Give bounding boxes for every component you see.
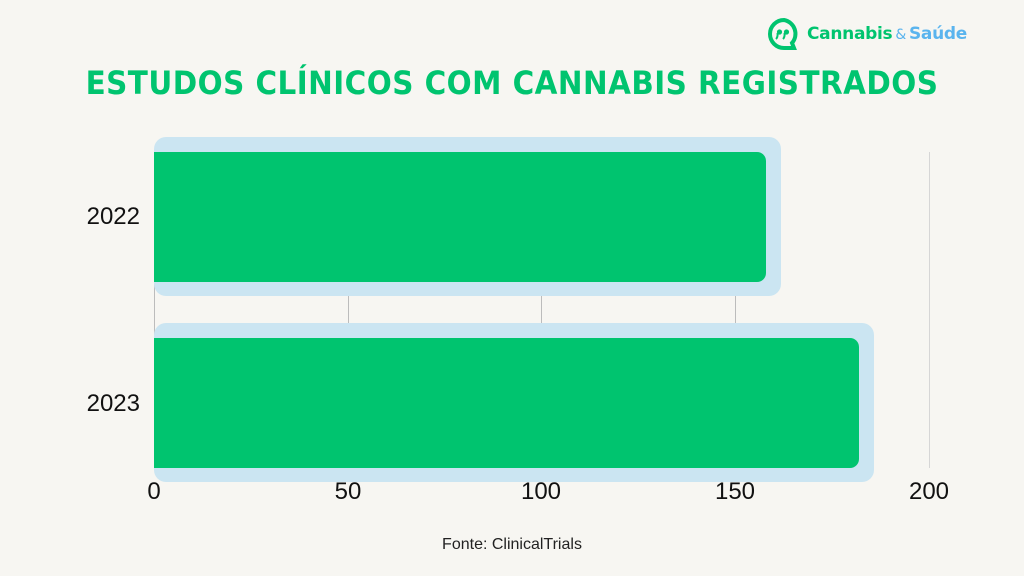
gridline-150 xyxy=(735,152,736,468)
category-label-2023: 2023 xyxy=(86,390,140,417)
brand-ampersand: & xyxy=(895,27,906,43)
gridline-50 xyxy=(348,152,349,468)
x-tick-0: 0 xyxy=(147,478,161,505)
x-tick-100: 100 xyxy=(520,478,562,505)
brand-name-part1: Cannabis xyxy=(807,24,893,44)
gridline-0 xyxy=(154,152,155,468)
speech-bubble-quote-icon xyxy=(767,17,801,51)
category-label-2022: 2022 xyxy=(86,203,140,230)
x-tick-150: 150 xyxy=(714,478,756,505)
brand-name: Cannabis & Saúde xyxy=(807,24,967,44)
gridline-200 xyxy=(929,152,930,468)
gridline-100 xyxy=(541,152,542,468)
bar-2023 xyxy=(154,338,860,468)
brand-logo: Cannabis & Saúde xyxy=(767,17,967,51)
x-tick-50: 50 xyxy=(334,478,362,505)
x-tick-200: 200 xyxy=(908,478,950,505)
brand-name-part2: Saúde xyxy=(908,24,967,44)
source-note: Fonte: ClinicalTrials xyxy=(442,536,582,553)
chart-title: ESTUDOS CLÍNICOS COM CANNABIS REGISTRADO… xyxy=(85,64,939,102)
bar-2022 xyxy=(154,152,767,282)
